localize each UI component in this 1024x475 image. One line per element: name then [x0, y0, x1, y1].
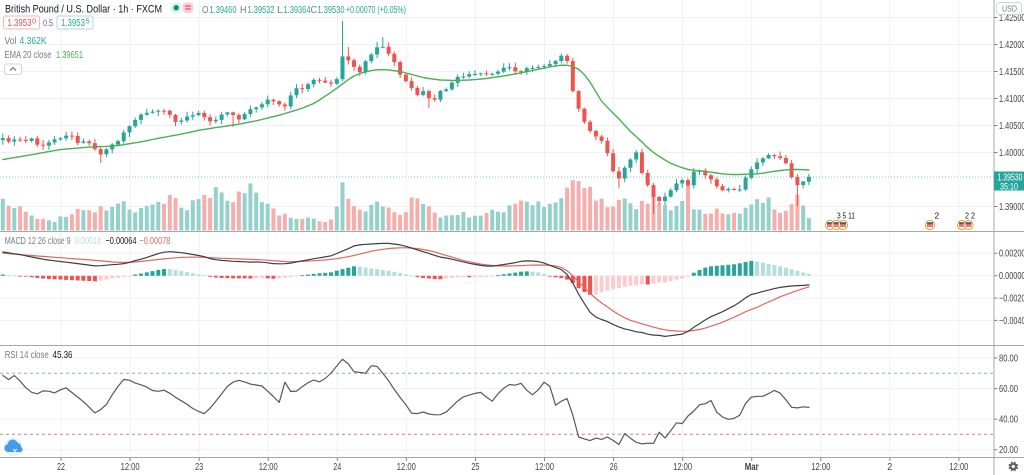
svg-text:British Pound / U.S. Dollar ·: British Pound / U.S. Dollar · 1h · FXCM	[5, 4, 162, 16]
svg-text:35:10: 35:10	[1000, 182, 1018, 193]
svg-text:5: 5	[86, 17, 90, 26]
svg-text:4.362K: 4.362K	[20, 35, 47, 47]
svg-text:0.5: 0.5	[43, 18, 53, 29]
svg-text:−0.0040: −0.0040	[999, 316, 1024, 327]
svg-text:EMA 20 close: EMA 20 close	[5, 49, 52, 61]
svg-text:1.40000: 1.40000	[999, 148, 1024, 159]
svg-text:12:00: 12:00	[259, 462, 278, 473]
svg-text:1.41000: 1.41000	[999, 94, 1024, 105]
svg-text:0.00014: 0.00014	[75, 235, 101, 247]
svg-text:25: 25	[471, 462, 479, 473]
svg-text:1.3953: 1.3953	[61, 18, 85, 29]
svg-text:1.39000: 1.39000	[999, 202, 1024, 213]
svg-text:1.39460: 1.39460	[210, 5, 237, 16]
svg-text:O: O	[202, 5, 209, 16]
svg-text:MACD 12 26 close 9: MACD 12 26 close 9	[5, 235, 71, 247]
svg-text:1.39364: 1.39364	[284, 5, 311, 16]
svg-text:22: 22	[57, 462, 65, 473]
svg-text:1.41500: 1.41500	[999, 67, 1024, 78]
svg-text:45.36: 45.36	[53, 349, 73, 361]
svg-text:80.00: 80.00	[999, 353, 1018, 364]
svg-text:RSI 14 close: RSI 14 close	[5, 349, 49, 361]
svg-text:1.39530: 1.39530	[998, 173, 1023, 184]
svg-text:23: 23	[195, 462, 203, 473]
svg-text:40.00: 40.00	[999, 415, 1018, 426]
svg-text:Mar: Mar	[745, 462, 759, 473]
svg-text:1.3953: 1.3953	[8, 18, 32, 29]
svg-text:H: H	[240, 5, 247, 16]
svg-text:1.39530: 1.39530	[318, 5, 345, 16]
svg-text:26: 26	[610, 462, 618, 473]
svg-text:1.39532: 1.39532	[248, 5, 275, 16]
svg-text:12:00: 12:00	[673, 462, 692, 473]
svg-text:2: 2	[887, 462, 892, 473]
svg-text:−0.00078: −0.00078	[139, 235, 170, 247]
svg-text:0: 0	[32, 17, 36, 26]
svg-text:0.00000: 0.00000	[999, 271, 1024, 282]
svg-text:+0.00070 (+0.05%): +0.00070 (+0.05%)	[346, 5, 406, 16]
svg-text:24: 24	[333, 462, 341, 473]
svg-text:L: L	[277, 5, 283, 16]
svg-text:USD: USD	[1002, 4, 1017, 14]
svg-text:60.00: 60.00	[999, 384, 1018, 395]
svg-text:C: C	[311, 5, 318, 16]
svg-text:12:00: 12:00	[121, 462, 140, 473]
svg-text:2 2: 2 2	[965, 211, 975, 221]
svg-text:12:00: 12:00	[535, 462, 554, 473]
svg-text:−0.0020: −0.0020	[999, 294, 1024, 305]
svg-text:1.39651: 1.39651	[56, 49, 83, 61]
svg-text:12:00: 12:00	[811, 462, 830, 473]
svg-text:1.40500: 1.40500	[999, 121, 1024, 132]
svg-text:0.00200: 0.00200	[999, 249, 1024, 260]
svg-text:3 5 11: 3 5 11	[837, 211, 855, 221]
svg-text:2: 2	[935, 211, 940, 221]
svg-text:−0.00064: −0.00064	[106, 235, 137, 247]
svg-text:12:00: 12:00	[397, 462, 416, 473]
svg-text:1.42000: 1.42000	[999, 40, 1024, 51]
svg-text:Vol: Vol	[5, 35, 17, 47]
svg-text:20.00: 20.00	[999, 445, 1018, 456]
svg-text:12:00: 12:00	[949, 462, 968, 473]
svg-text:1.42500: 1.42500	[999, 13, 1024, 24]
